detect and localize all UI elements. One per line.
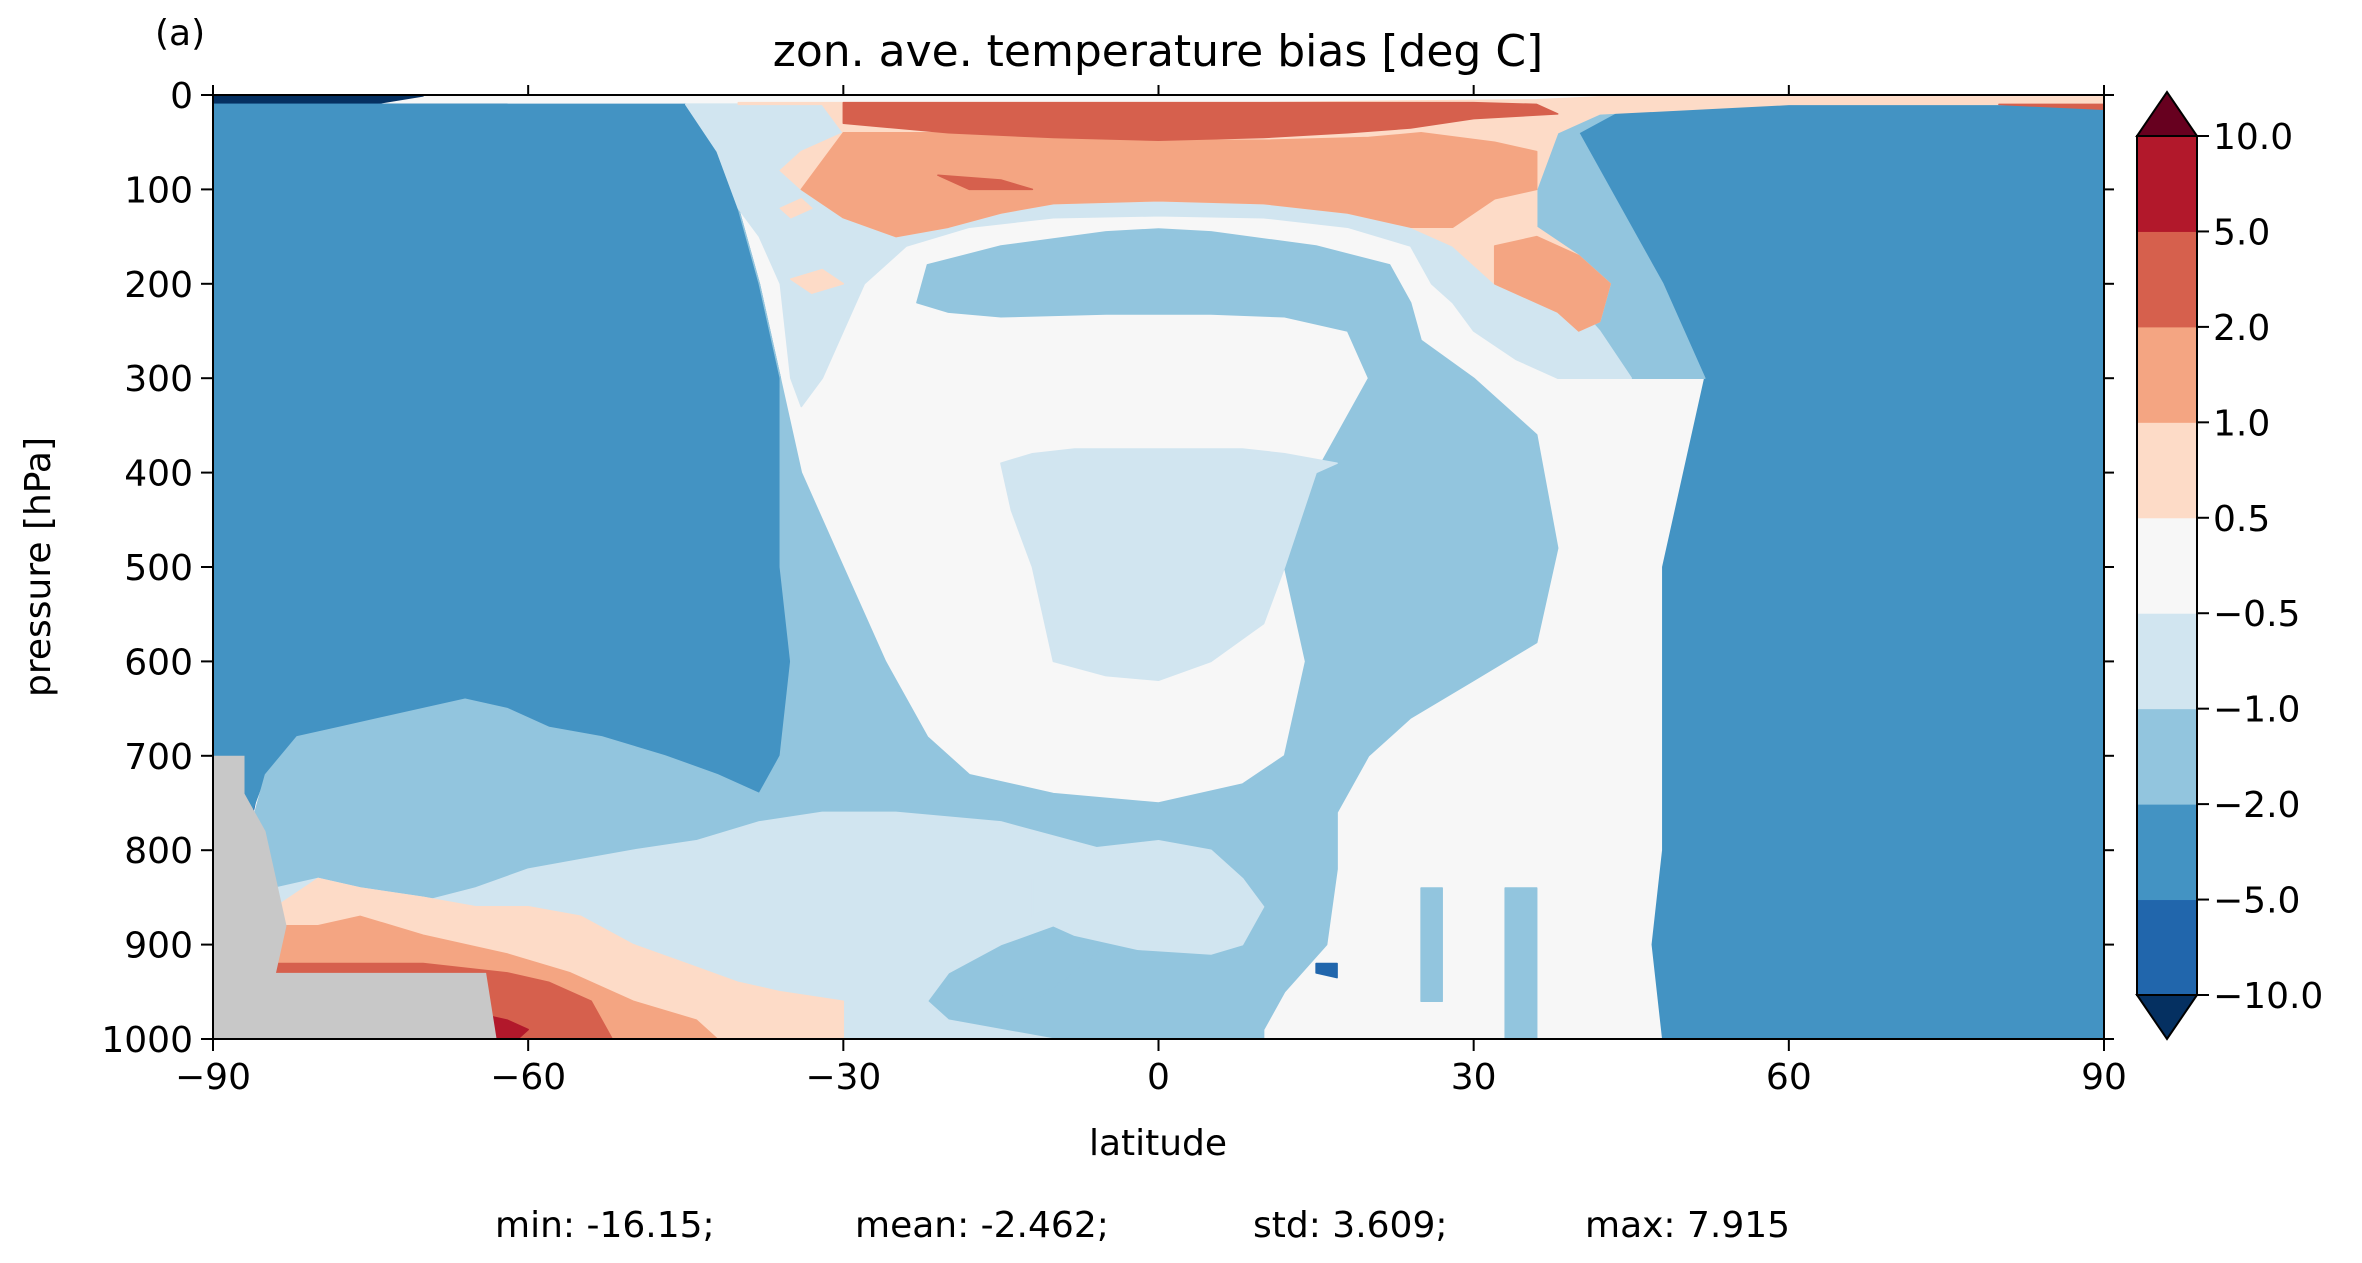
colorbar-bin [2137, 613, 2197, 710]
x-tick-label: 90 [2081, 1057, 2127, 1098]
stat-std: std: 3.609; [1253, 1205, 1447, 1246]
colorbar-bin [2137, 708, 2197, 805]
y-tick-label: 500 [124, 548, 193, 589]
contour-region [1031, 840, 1265, 955]
masked-region [213, 755, 497, 1039]
y-tick-label: 200 [124, 265, 193, 306]
contour-region [937, 174, 1034, 191]
y-tick-label: 600 [124, 642, 193, 683]
colorbar-bin [2137, 517, 2197, 614]
colorbar-bin [2137, 231, 2197, 328]
y-tick-label: 900 [124, 926, 193, 967]
colorbar-bin [2137, 422, 2197, 519]
y-tick-label: 800 [124, 831, 193, 872]
colorbar-extend-max [2135, 90, 2199, 137]
colorbar-frame [2136, 135, 2198, 996]
contour-region [1000, 448, 1338, 682]
colorbar-tick-label: 10.0 [2213, 117, 2293, 158]
colorbar-bin [2137, 136, 2197, 232]
stat-mean: mean: -2.462; [855, 1205, 1109, 1246]
stat-min: min: -16.15; [495, 1205, 715, 1246]
contour-region [842, 101, 1559, 142]
colorbar-tick-label: −5.0 [2213, 881, 2300, 922]
colorbar-tick-label: 2.0 [2213, 308, 2270, 349]
colorbar-extend-min [2135, 994, 2199, 1041]
colorbar-tick-label: 1.0 [2213, 403, 2270, 444]
colorbar-bin [2137, 804, 2197, 901]
x-tick-label: −90 [175, 1057, 251, 1098]
colorbar-tick-label: −10.0 [2213, 976, 2323, 1017]
colorbar: −10.0 −5.0 −2.0 −1.0 −0.5 0.5 1.0 2.0 5.0 10.0 [2135, 90, 2323, 1041]
x-axis-label: latitude [1089, 1123, 1227, 1164]
colorbar-bin [2137, 899, 2197, 996]
x-tick-label: −30 [805, 1057, 881, 1098]
missing-data-mask [213, 755, 497, 1039]
x-tick-label: −60 [490, 1057, 566, 1098]
contour-region [790, 268, 845, 294]
contour-fills [213, 95, 2104, 1039]
colorbar-tick-label: −0.5 [2213, 594, 2300, 635]
contour-region [800, 132, 1538, 238]
x-tick-label: 30 [1451, 1057, 1497, 1098]
x-tick-label: 0 [1147, 1057, 1170, 1098]
chart-title: zon. ave. temperature bias [deg C] [773, 26, 1543, 77]
colorbar-tick-label: 0.5 [2213, 499, 2270, 540]
contour-region [1493, 235, 1611, 332]
colorbar-tick-label: −1.0 [2213, 690, 2300, 731]
colorbar-bin [2137, 326, 2197, 423]
y-axis-label: pressure [hPa] [18, 437, 59, 697]
stat-max: max: 7.915 [1585, 1205, 1790, 1246]
contour-region [1504, 887, 1538, 1039]
colorbar-tick-label: −2.0 [2213, 785, 2300, 826]
contour-region [779, 198, 813, 219]
plot-area [213, 95, 2104, 1039]
y-tick-label: 300 [124, 359, 193, 400]
y-tick-label: 0 [170, 76, 193, 117]
y-tick-label: 100 [124, 170, 193, 211]
x-tick-label: 60 [1766, 1057, 1812, 1098]
y-tick-label: 1000 [101, 1020, 193, 1061]
contour-region [1315, 962, 1338, 979]
y-tick-label: 700 [124, 737, 193, 778]
colorbar-tick-label: 5.0 [2213, 212, 2270, 253]
panel-label: (a) [155, 13, 205, 54]
x-axis: −90 −60 −30 0 30 60 90 [175, 85, 2127, 1098]
y-tick-label: 400 [124, 454, 193, 495]
stats-line: min: -16.15; mean: -2.462; std: 3.609; m… [495, 1205, 1790, 1246]
contour-region [1420, 887, 1443, 1002]
y-axis: 0 100 200 300 400 500 600 700 800 900 1000 [101, 76, 2114, 1061]
contour-region [989, 924, 1107, 1002]
contour-region [1998, 103, 2104, 110]
